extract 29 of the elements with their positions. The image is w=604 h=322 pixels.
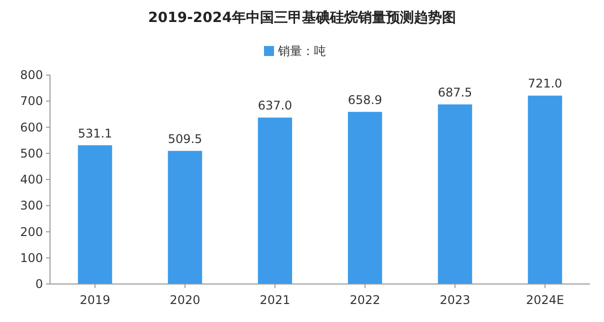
bar (528, 96, 562, 284)
x-tick-label: 2022 (350, 293, 380, 307)
x-tick-label: 2020 (170, 293, 200, 307)
text: 531.1 (78, 126, 112, 140)
text: 658.9 (348, 92, 382, 107)
chart-title: 2019-2024年中国三甲基碘硅烷销量预测趋势图 (148, 10, 456, 26)
x-tick-label: 2021 (260, 293, 290, 307)
y-tick-label: 200 (20, 224, 43, 239)
y-tick-label: 300 (20, 198, 43, 213)
x-tick-label: 2024E (526, 293, 564, 307)
bar (348, 112, 382, 284)
text: 721.0 (528, 76, 562, 91)
text: 509.5 (168, 132, 202, 146)
y-tick-label: 600 (20, 120, 43, 134)
legend-label: 销量：吨 (277, 44, 326, 58)
bar (168, 150, 202, 284)
y-tick-label: 100 (20, 250, 43, 265)
y-tick-label: 400 (20, 172, 43, 186)
bar (438, 104, 472, 284)
text: 687.5 (438, 85, 472, 100)
bar (258, 118, 292, 284)
text: 637.0 (258, 98, 292, 113)
y-tick-label: 700 (20, 94, 43, 108)
y-tick-label: 800 (20, 68, 43, 82)
bar (78, 145, 112, 284)
y-tick-label: 0 (35, 277, 43, 291)
x-tick-label: 2019 (80, 293, 110, 307)
y-tick-label: 500 (20, 146, 43, 160)
x-tick-label: 2023 (440, 293, 470, 307)
